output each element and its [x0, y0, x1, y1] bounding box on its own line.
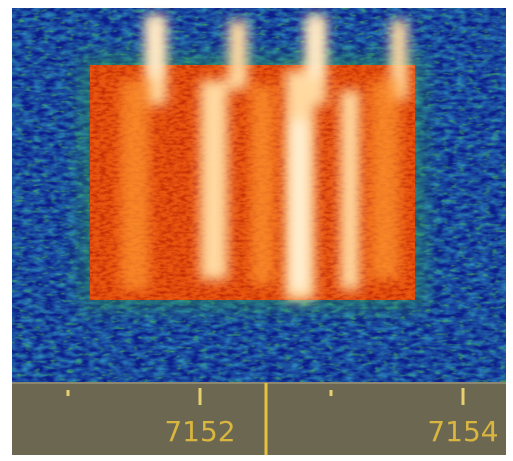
signal — [80, 15, 425, 310]
waterfall — [12, 8, 506, 382]
frequency-scale: 7152 7154 — [12, 383, 506, 455]
waterfall-app: 7152 7154 — [0, 0, 513, 461]
frequency-label: 7154 — [427, 415, 498, 448]
frequency-label: 7152 — [164, 415, 235, 448]
page: 7152 7154 (() => { const data = JSON.par… — [0, 0, 513, 461]
